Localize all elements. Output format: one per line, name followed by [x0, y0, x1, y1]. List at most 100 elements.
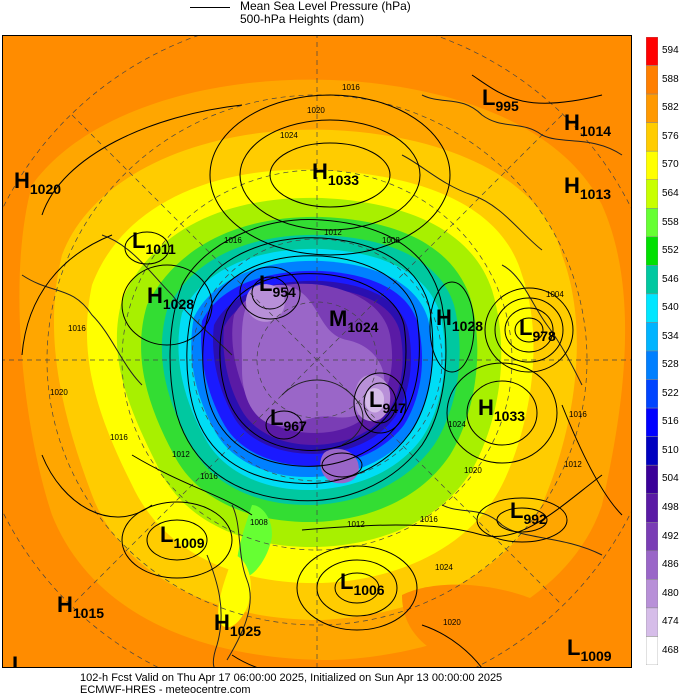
isobar-value-label: 1016 — [420, 515, 438, 524]
colorbar-tick-label: 570 — [662, 159, 679, 171]
colorbar-tick-label: 540 — [662, 302, 679, 314]
isobar-value-label: 1016 — [110, 433, 128, 442]
high-pressure-center: H1025 — [214, 610, 261, 639]
high-pressure-center: H1013 — [564, 173, 611, 202]
colorbar-tick-label: 528 — [662, 359, 679, 371]
low-pressure-center: L967 — [270, 405, 307, 434]
low-pressure-center: L1009 — [567, 635, 612, 664]
isobar-value-label: 1012 — [324, 228, 342, 237]
colorbar-tick-label: 582 — [662, 102, 679, 114]
low-pressure-center: L995 — [482, 85, 519, 114]
colorbar-tick-label: 480 — [662, 587, 679, 599]
colorbar-swatch — [646, 636, 658, 665]
colorbar-swatch — [646, 464, 658, 494]
colorbar-swatch — [646, 37, 658, 66]
forecast-valid-text: 102-h Fcst Valid on Thu Apr 17 06:00:00 … — [80, 672, 503, 684]
colorbar-tick-label: 534 — [662, 330, 679, 342]
colorbar-swatch — [646, 350, 658, 380]
map-footer: 102-h Fcst Valid on Thu Apr 17 06:00:00 … — [80, 672, 502, 696]
band-west-low-480 — [245, 284, 285, 322]
height-colorbar — [646, 37, 658, 665]
weather-map: 1016 1020 1024 1016 1012 1008 1004 1016 1020 1016… — [2, 35, 632, 668]
green-tongue — [237, 505, 272, 577]
legend-mslp-label: Mean Sea Level Pressure (hPa) — [240, 0, 411, 13]
isobar-value-label: 1016 — [342, 83, 360, 92]
high-pressure-center: H1014 — [564, 110, 611, 139]
low-pressure-center: L1010 — [12, 652, 57, 668]
low-pressure-center: L978 — [519, 315, 556, 344]
system-pressure-center: M1024 — [329, 306, 379, 335]
high-pressure-center: H1033 — [312, 159, 359, 188]
graticule — [2, 35, 632, 668]
colorbar-tick-label: 564 — [662, 188, 679, 199]
colorbar-tick-label: 552 — [662, 245, 679, 257]
colorbar-tick-label: 594 — [662, 45, 679, 57]
isobar-value-label: 1016 — [200, 472, 218, 481]
colorbar-tick-label: 492 — [662, 530, 679, 542]
legend-heights-label: 500-hPa Heights (dam) — [240, 12, 365, 26]
high-pressure-center: H1033 — [478, 395, 525, 424]
colorbar-tick-label: 558 — [662, 216, 679, 228]
map-legend: Mean Sea Level Pressure (hPa) 500-hPa He… — [190, 0, 490, 28]
colorbar-tick-label: 498 — [662, 502, 679, 513]
isobar-value-label: 1004 — [546, 290, 564, 299]
colorbar-swatch — [646, 522, 658, 552]
isobar-labels: 1016 1020 1024 1016 1012 1008 1004 1016 1020 1016… — [50, 83, 587, 668]
high-pressure-center: H1028 — [147, 283, 194, 312]
colorbar-swatch — [646, 293, 658, 323]
colorbar-swatch — [646, 236, 658, 266]
isobar-value-label: 1024 — [280, 131, 298, 140]
colorbar-swatch — [646, 265, 658, 295]
low-pressure-center: L1011 — [132, 228, 176, 257]
isobar-value-label: 1016 — [569, 410, 587, 419]
isobar-line-sample — [190, 7, 230, 8]
colorbar-tick-label: 468 — [662, 644, 679, 656]
low-pressure-center: L992 — [510, 498, 547, 527]
map-frame — [2, 35, 632, 668]
source-credit: ECMWF-HRES - meteocentre.com — [80, 684, 251, 696]
colorbar-swatch — [646, 407, 658, 437]
yellow-tongue — [218, 555, 251, 628]
warm-pocket-south — [402, 584, 587, 668]
colorbar-swatch — [646, 208, 658, 238]
colorbar-tick-label: 486 — [662, 559, 679, 571]
colorbar-tick-label: 522 — [662, 387, 679, 399]
colorbar-tick-label: 474 — [662, 616, 679, 628]
high-pressure-center: H1015 — [57, 592, 104, 621]
colorbar-tick-label: 546 — [662, 273, 679, 285]
low-pressure-center: L947 — [369, 387, 406, 416]
colorbar-swatch — [646, 493, 658, 523]
pressure-systems: L995 H1014 H1033 H1020 H1013 L1011 L954 H1028 H1… — [12, 85, 612, 668]
high-pressure-center: H1028 — [436, 305, 483, 334]
low-pressure-center: L1006 — [340, 569, 385, 598]
isobar-value-label: 1020 — [464, 466, 482, 475]
colorbar-swatch — [646, 93, 658, 123]
colorbar-tick-label: 504 — [662, 473, 679, 485]
isobar-value-label: 1016 — [224, 236, 242, 245]
isobar-value-label: 1008 — [382, 236, 400, 245]
band-474 — [365, 388, 384, 413]
warm-pocket-sw — [2, 595, 74, 668]
isobars — [21, 74, 623, 668]
isobar-value-label: 1020 — [50, 388, 68, 397]
colorbar-swatch — [646, 379, 658, 409]
colorbar-tick-label: 516 — [662, 416, 679, 428]
isobar-value-label: 1020 — [307, 106, 325, 115]
colorbar-tick-label: 588 — [662, 73, 679, 85]
low-pressure-center: L954 — [259, 271, 296, 300]
isobar-value-label: 1012 — [564, 460, 582, 469]
colorbar-swatch — [646, 150, 658, 180]
isobar-value-label: 1016 — [68, 324, 86, 333]
colorbar-swatch — [646, 179, 658, 209]
isobar-value-label: 1012 — [347, 520, 365, 529]
colorbar-swatch — [646, 550, 658, 580]
isobar-value-label: 1020 — [443, 618, 461, 627]
isobar-value-label: 1024 — [448, 420, 466, 429]
colorbar-swatch — [646, 122, 658, 152]
colorbar-swatch — [646, 65, 658, 95]
isobar-value-label: 1012 — [172, 450, 190, 459]
colorbar-swatch — [646, 436, 658, 466]
low-pressure-center: L1009 — [160, 522, 205, 551]
colorbar-swatch — [646, 322, 658, 352]
colorbar-swatch — [646, 607, 658, 637]
